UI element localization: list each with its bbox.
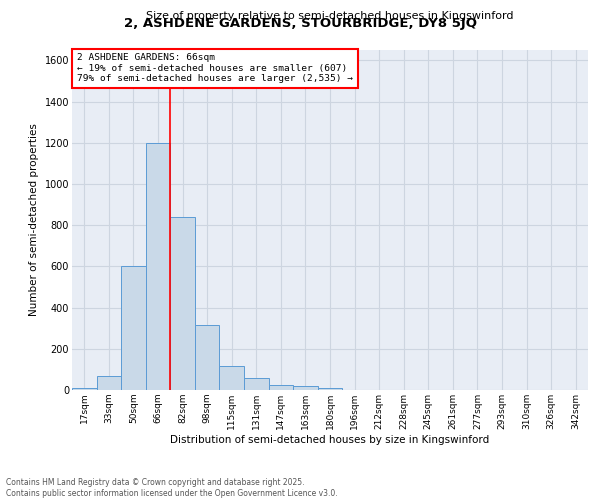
Bar xyxy=(293,386,318,390)
X-axis label: Distribution of semi-detached houses by size in Kingswinford: Distribution of semi-detached houses by … xyxy=(170,434,490,444)
Bar xyxy=(269,385,293,390)
Bar xyxy=(318,388,342,390)
Bar xyxy=(244,378,269,390)
Bar xyxy=(220,366,244,390)
Bar xyxy=(170,217,195,390)
Bar xyxy=(121,266,146,390)
Text: 2 ASHDENE GARDENS: 66sqm
← 19% of semi-detached houses are smaller (607)
79% of : 2 ASHDENE GARDENS: 66sqm ← 19% of semi-d… xyxy=(77,54,353,83)
Bar xyxy=(97,376,121,390)
Text: Contains HM Land Registry data © Crown copyright and database right 2025.
Contai: Contains HM Land Registry data © Crown c… xyxy=(6,478,338,498)
Bar xyxy=(195,325,220,390)
Y-axis label: Number of semi-detached properties: Number of semi-detached properties xyxy=(29,124,39,316)
Text: 2, ASHDENE GARDENS, STOURBRIDGE, DY8 5JQ: 2, ASHDENE GARDENS, STOURBRIDGE, DY8 5JQ xyxy=(124,18,476,30)
Bar xyxy=(72,388,97,390)
Title: Size of property relative to semi-detached houses in Kingswinford: Size of property relative to semi-detach… xyxy=(146,12,514,22)
Bar xyxy=(146,142,170,390)
